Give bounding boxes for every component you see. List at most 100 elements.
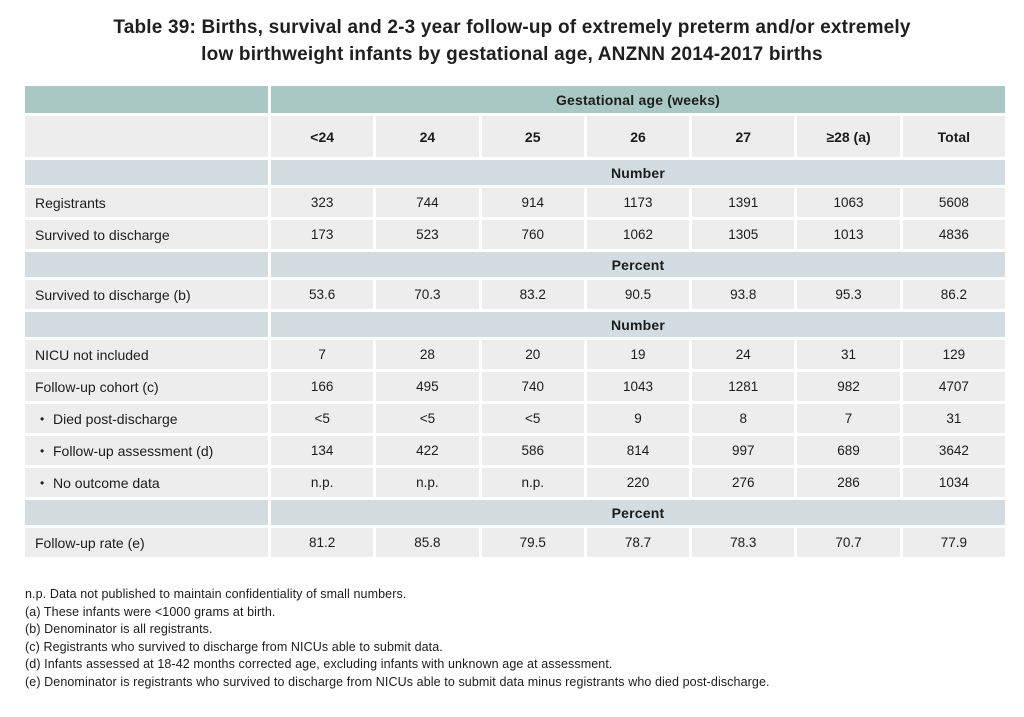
- table-cell: 523: [376, 220, 479, 249]
- column-header-cell: <24: [271, 116, 374, 157]
- table-cell: 982: [797, 372, 900, 401]
- table-cell: 4707: [902, 372, 1005, 401]
- table-cell: <5: [481, 404, 584, 433]
- bullet-icon: •: [40, 443, 45, 458]
- table-cell: 19: [586, 340, 690, 369]
- footnote: (a) These infants were <1000 grams at bi…: [25, 604, 276, 619]
- table-title: Table 39: Births, survival and 2-3 year …: [0, 0, 1024, 68]
- table-cell: 740: [481, 372, 584, 401]
- table-cell: 1391: [692, 188, 795, 217]
- row-label: Follow-up assessment (d): [53, 442, 214, 459]
- column-header-corner-cell: [25, 116, 268, 157]
- table-cell: 53.6: [271, 280, 374, 309]
- row-label-cell: NICU not included: [25, 340, 268, 369]
- table-cell: 495: [376, 372, 479, 401]
- table-cell: n.p.: [271, 468, 374, 497]
- table-cell: 5608: [902, 188, 1005, 217]
- section-header-cell: Percent: [271, 500, 1005, 525]
- table-row: Follow-up cohort (c) 166 495 740 1043 1281 982…: [25, 372, 1005, 401]
- row-label: No outcome data: [53, 474, 160, 491]
- row-label-cell: Follow-up rate (e): [25, 528, 268, 557]
- table-cell: 1305: [692, 220, 795, 249]
- row-label-cell: Survived to discharge: [25, 220, 268, 249]
- column-header-cell: 24: [376, 116, 479, 157]
- table-cell: 83.2: [481, 280, 584, 309]
- table-cell: 70.3: [376, 280, 479, 309]
- section-header-spacer-cell: [25, 252, 268, 277]
- table-cell: 31: [902, 404, 1005, 433]
- row-label: Registrants: [35, 194, 106, 211]
- table-cell: n.p.: [376, 468, 479, 497]
- column-header-cell: 25: [481, 116, 584, 157]
- table-cell: 7: [797, 404, 900, 433]
- table-row: • Follow-up assessment (d) 134 422 586 814 997…: [25, 436, 1005, 465]
- row-label: Follow-up cohort (c): [35, 378, 159, 395]
- table-cell: 31: [797, 340, 900, 369]
- table-cell: 79.5: [481, 528, 584, 557]
- table-cell: 1062: [586, 220, 690, 249]
- table-cell: 1043: [586, 372, 690, 401]
- table-title-line1: Table 39: Births, survival and 2-3 year …: [113, 17, 911, 38]
- table-cell: 814: [586, 436, 690, 465]
- table-cell: 4836: [902, 220, 1005, 249]
- table-row: Follow-up rate (e) 81.2 85.8 79.5 78.7 78.3 70…: [25, 528, 1005, 557]
- row-label-cell: Survived to discharge (b): [25, 280, 268, 309]
- table-cell: 744: [376, 188, 479, 217]
- column-header-row: <24 24 25 26 27 ≥28 (a) Total: [25, 116, 1005, 157]
- table-cell: 1013: [797, 220, 900, 249]
- table-cell: 173: [271, 220, 374, 249]
- section-header-spacer-cell: [25, 160, 268, 185]
- footnotes: n.p. Data not published to maintain conf…: [25, 586, 1024, 692]
- column-header-cell: 26: [586, 116, 690, 157]
- row-label: Survived to discharge (b): [35, 286, 191, 303]
- group-header-cell: Gestational age (weeks): [271, 86, 1005, 113]
- table-cell: 1063: [797, 188, 900, 217]
- table-row: Survived to discharge 173 523 760 1062 1305 10…: [25, 220, 1005, 249]
- footnote: (d) Infants assessed at 18-42 months cor…: [25, 657, 613, 672]
- table-cell: 85.8: [376, 528, 479, 557]
- section-header-row: Number: [25, 312, 1005, 337]
- table-cell: 86.2: [902, 280, 1005, 309]
- row-label-cell: Follow-up cohort (c): [25, 372, 268, 401]
- table-row: • No outcome data n.p. n.p. n.p. 220 276 286 103…: [25, 468, 1005, 497]
- section-header-row: Percent: [25, 252, 1005, 277]
- footnote: n.p. Data not published to maintain conf…: [25, 587, 407, 601]
- table-cell: 3642: [902, 436, 1005, 465]
- table-title-line2: low birthweight infants by gestational a…: [201, 44, 823, 65]
- table-cell: 286: [797, 468, 900, 497]
- table-cell: 1173: [586, 188, 690, 217]
- table-cell: 760: [481, 220, 584, 249]
- table-cell: 166: [271, 372, 374, 401]
- bullet-icon: •: [40, 411, 45, 426]
- table-row: • Died post-discharge <5 <5 <5 9 8 7 31: [25, 404, 1005, 433]
- bullet-icon: •: [40, 475, 45, 490]
- data-table: Gestational age (weeks) <24 24 25 26 27 ≥28 (a…: [22, 83, 1008, 560]
- footnote: (b) Denominator is all registrants.: [25, 622, 213, 637]
- table-cell: 323: [271, 188, 374, 217]
- table-cell: 77.9: [902, 528, 1005, 557]
- section-header-spacer-cell: [25, 500, 268, 525]
- table-cell: <5: [376, 404, 479, 433]
- table-row: Survived to discharge (b) 53.6 70.3 83.2 90.…: [25, 280, 1005, 309]
- row-label-cell: Registrants: [25, 188, 268, 217]
- table-cell: 93.8: [692, 280, 795, 309]
- table-cell: 586: [481, 436, 584, 465]
- table-cell: 914: [481, 188, 584, 217]
- row-label-cell: • No outcome data: [25, 468, 268, 497]
- table-cell: 689: [797, 436, 900, 465]
- column-header-cell: Total: [902, 116, 1005, 157]
- row-label-cell: • Died post-discharge: [25, 404, 268, 433]
- footnote: (c) Registrants who survived to discharg…: [25, 639, 443, 654]
- table-cell: 276: [692, 468, 795, 497]
- section-header-cell: Number: [271, 312, 1005, 337]
- data-table-body: Gestational age (weeks) <24 24 25 26 27 ≥28 (a…: [25, 86, 1005, 557]
- table-cell: 1281: [692, 372, 795, 401]
- table-cell: 1034: [902, 468, 1005, 497]
- table-cell: 24: [692, 340, 795, 369]
- table-cell: 7: [271, 340, 374, 369]
- row-label-cell: • Follow-up assessment (d): [25, 436, 268, 465]
- table-cell: 20: [481, 340, 584, 369]
- table-row: Registrants 323 744 914 1173 1391 1063 5608: [25, 188, 1005, 217]
- section-header-cell: Percent: [271, 252, 1005, 277]
- row-label: Follow-up rate (e): [35, 534, 145, 551]
